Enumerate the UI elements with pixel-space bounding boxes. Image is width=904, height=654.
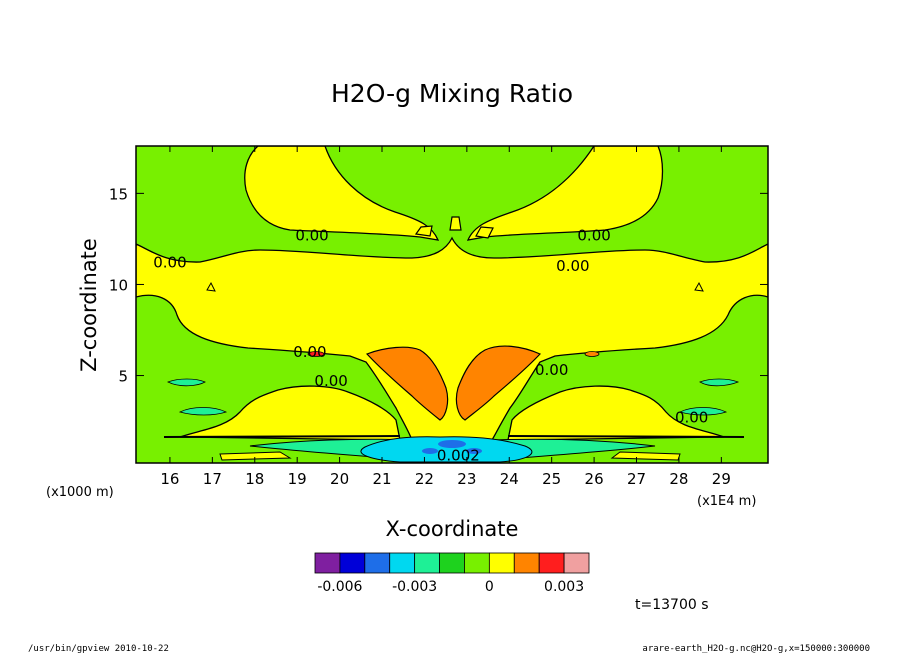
colorbar-tick-label: -0.003 [392, 579, 437, 595]
colorbar-swatch [339, 552, 366, 574]
right-orange-wing [455, 345, 542, 421]
y-tick-label: 10 [109, 276, 128, 294]
upper-left-yellow-region [244, 146, 440, 241]
x-tick-label: 21 [372, 470, 391, 488]
surface-contour-line [163, 435, 745, 438]
x-tick-label: 25 [542, 470, 561, 488]
footer-left: /usr/bin/gpview 2010-10-22 [28, 644, 169, 654]
x-axis: 16 17 18 19 20 21 22 23 24 25 26 27 28 29 [160, 146, 731, 488]
y-tick-label: 15 [109, 185, 128, 203]
upper-right-yellow-region [466, 146, 664, 241]
x-axis-label: X-coordinate [386, 517, 519, 541]
surface-yellow-strip [219, 451, 681, 461]
x-axis-unit: (x1E4 m) [697, 494, 756, 509]
x-tick-label: 18 [245, 470, 264, 488]
x-tick-label: 23 [457, 470, 476, 488]
left-orange-wing [365, 346, 449, 421]
left-aqua-patch [167, 378, 228, 416]
core-blue-cell [466, 448, 482, 454]
middle-yellow-band [136, 236, 768, 441]
plot-frame [135, 145, 769, 464]
y-axis-label: Z-coordinate [77, 238, 101, 372]
colorbar-swatch [563, 552, 590, 574]
x-tick-label: 24 [500, 470, 519, 488]
small-yellow-cell [206, 281, 704, 292]
x-tick-label: 16 [160, 470, 179, 488]
low-level-cyan-core [360, 436, 533, 463]
colorbar-tick-label: -0.006 [317, 579, 362, 595]
colorbar-tick-label: 0.003 [544, 579, 584, 595]
x-tick-label: 26 [585, 470, 604, 488]
contour-label: 0.00 [295, 226, 328, 244]
colorbar-swatch [488, 552, 515, 574]
contour-label: 0.00 [153, 254, 186, 272]
contour-label: 0.00 [535, 361, 568, 379]
x-tick-label: 20 [330, 470, 349, 488]
chart-title: H2O-g Mixing Ratio [331, 79, 573, 108]
contour-label: 0.00 [577, 226, 610, 244]
colorbar: -0.006 -0.003 0 0.003 [314, 552, 590, 595]
colorbar-swatch [464, 552, 490, 574]
y-axis: 5 10 15 [109, 185, 768, 386]
contour-label: 0.002 [437, 447, 480, 465]
x-tick-label: 17 [203, 470, 222, 488]
colorbar-swatch [389, 552, 416, 574]
orange-cell [584, 351, 600, 357]
contour-label: 0.00 [556, 257, 589, 275]
contour-label: 0.00 [293, 343, 326, 361]
contour-labels: 0.00 0.00 0.00 0.00 0.00 0.00 0.00 0.00 0.002 [153, 226, 708, 465]
core-blue-cell [422, 448, 438, 454]
colorbar-swatch [314, 552, 341, 574]
top-center-yellow-cells [414, 216, 494, 239]
colorbar-tick-label: 0 [485, 579, 494, 595]
contour-label: 0.00 [675, 408, 708, 426]
x-tick-label: 29 [712, 470, 731, 488]
core-blue-cell [438, 440, 466, 448]
colorbar-swatch [513, 552, 540, 574]
right-aqua-patch [678, 378, 740, 416]
red-cell [307, 351, 325, 357]
plot-area: 0.00 0.00 0.00 0.00 0.00 0.00 0.00 0.00 0.002 [136, 146, 768, 465]
colorbar-swatch [414, 552, 440, 574]
colorbar-swatch [538, 552, 565, 574]
colorbar-swatch [439, 552, 465, 574]
y-axis-unit: (x1000 m) [46, 485, 114, 500]
time-label: t=13700 s [635, 597, 709, 613]
lower-yellow-region [179, 385, 725, 441]
y-tick-label: 5 [118, 368, 128, 386]
colorbar-swatch [364, 552, 391, 574]
x-tick-label: 19 [288, 470, 307, 488]
x-tick-label: 28 [669, 470, 688, 488]
contour-label: 0.00 [314, 372, 347, 390]
x-tick-label: 27 [627, 470, 646, 488]
x-tick-label: 22 [415, 470, 434, 488]
footer-right: arare-earth_H2O-g.nc@H2O-g,x=150000:3000… [642, 644, 870, 654]
